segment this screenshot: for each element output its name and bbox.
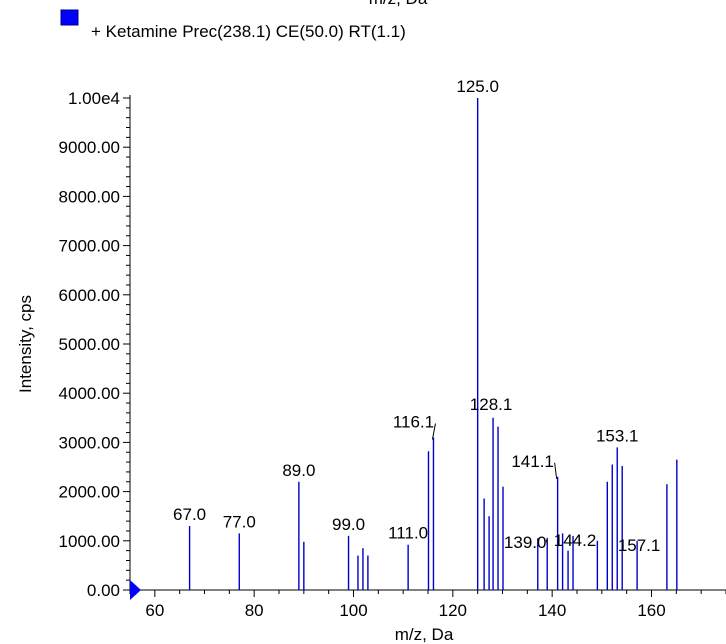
top-cut-axis-label: m/z, Da <box>369 0 428 8</box>
peak-label: 111.0 <box>388 524 428 543</box>
x-tick-label: 80 <box>245 601 264 620</box>
y-tick-label: 1.00e4 <box>68 89 120 108</box>
peak-label: 67.0 <box>173 505 206 524</box>
y-tick-label: 8000.00 <box>59 187 120 206</box>
x-axis-title: m/z, Da <box>395 625 454 644</box>
y-axis-ticks: 0.00 1000.00 2000.00 3000.00 4000.00 5000.00 6… <box>59 89 130 600</box>
y-tick-label: 5000.00 <box>59 335 120 354</box>
peak-label-leader <box>554 462 558 479</box>
y-tick-label: 4000.00 <box>59 384 120 403</box>
legend: + Ketamine Prec(238.1) CE(50.0) RT(1.1) <box>60 9 406 41</box>
x-tick-label: 160 <box>637 601 665 620</box>
peak-label: 77.0 <box>223 512 256 531</box>
y-tick-label: 1000.00 <box>59 532 120 551</box>
peak-label: 144.2 <box>554 531 597 550</box>
peak-label: 125.0 <box>456 77 499 96</box>
peak-label: 139.0 <box>504 533 547 552</box>
y-tick-label: 0.00 <box>87 581 120 600</box>
peak-label: 153.1 <box>596 426 639 445</box>
x-tick-label: 60 <box>145 601 164 620</box>
y-axis-title: Intensity, cps <box>16 295 35 393</box>
x-tick-label: 120 <box>439 601 467 620</box>
y-tick-label: 3000.00 <box>59 433 120 452</box>
peak-label-leader <box>431 423 436 440</box>
x-tick-label: 100 <box>339 601 367 620</box>
legend-swatch <box>60 9 79 26</box>
y-tick-label: 2000.00 <box>59 483 120 502</box>
peak-label: 99.0 <box>332 515 365 534</box>
x-axis-ticks: 60 80 100 120 140 160 <box>129 590 726 620</box>
peak-labels: 67.0 77.0 89.0 99.0 111.0 116.1 125.0 128.1 139.… <box>173 77 660 555</box>
peak-bars <box>188 98 678 590</box>
peak-label: 89.0 <box>282 461 315 480</box>
peak-label: 157.1 <box>618 536 661 555</box>
peak-label: 116.1 <box>393 412 434 431</box>
origin-marker <box>130 580 141 600</box>
peak-label: 141.1 <box>511 452 554 471</box>
legend-label: + Ketamine Prec(238.1) CE(50.0) RT(1.1) <box>91 22 406 41</box>
peak-label: 128.1 <box>470 395 513 414</box>
x-tick-label: 140 <box>538 601 566 620</box>
peak-label-leader <box>545 539 548 544</box>
y-tick-label: 6000.00 <box>59 286 120 305</box>
y-tick-label: 7000.00 <box>59 237 120 256</box>
y-tick-label: 9000.00 <box>59 138 120 157</box>
